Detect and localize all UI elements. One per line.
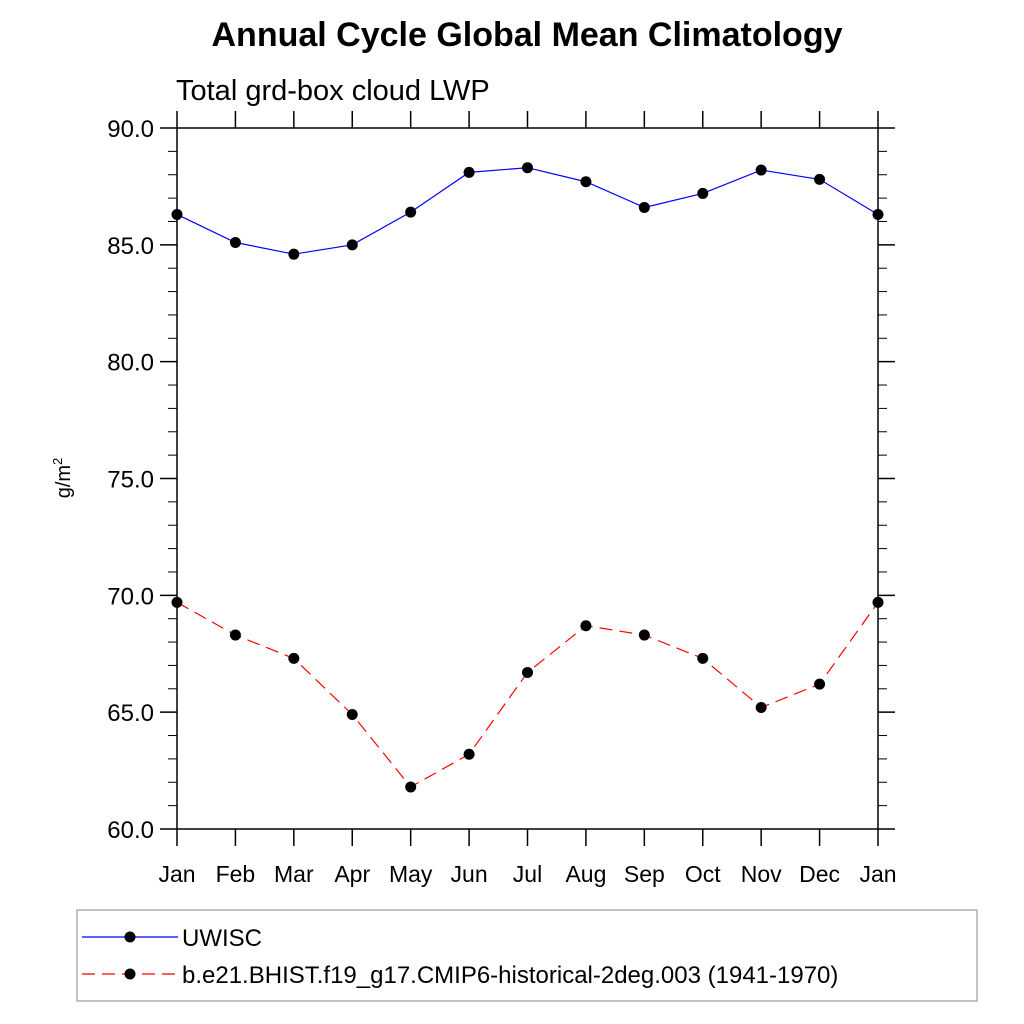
data-point [872,208,884,220]
x-tick-label: Oct [685,861,721,887]
data-point [288,248,300,260]
y-tick-label: 80.0 [107,350,154,377]
data-point [405,206,417,218]
y-tick-label: 90.0 [107,116,154,143]
y-axis-label-superscript: 2 [50,458,65,465]
x-tick-label: Jun [451,861,488,887]
axes: 60.0 65.0 70.0 75.0 80.0 85.0 90.0 Jan Feb Mar Apr… [107,111,897,887]
data-point [580,620,592,632]
series-layer [171,162,884,793]
data-point [405,781,417,793]
data-point [872,596,884,608]
data-point [522,162,533,174]
plot-frame [176,127,879,830]
x-tick-label: Jul [513,861,542,887]
x-tick-label: Mar [274,861,314,887]
series-2 [171,596,884,793]
data-point [814,678,826,690]
x-tick-label: Feb [216,861,256,887]
legend-marker [124,968,136,980]
x-tick-label: Nov [741,861,782,887]
chart-subtitle: Total grd-box cloud LWP [176,75,490,107]
data-point [814,173,826,185]
x-tick-label: Jan [859,861,896,887]
data-point [463,748,475,760]
y-tick-label: 65.0 [107,700,154,727]
data-point [755,701,767,713]
legend-label: b.e21.BHIST.f19_g17.CMIP6-historical-2de… [182,962,838,989]
x-tick-label: Dec [799,861,840,887]
y-axis-label-base: g/m [53,465,75,498]
series-line [176,167,879,255]
legend-label: UWISC [182,925,262,952]
data-point [580,176,592,188]
chart-title: Annual Cycle Global Mean Climatology [212,16,843,54]
x-tick-label: May [389,861,433,887]
x-tick-label: Aug [565,861,606,887]
series-line [176,601,879,788]
data-point [288,652,300,664]
data-point [697,652,709,664]
data-point [463,166,475,178]
data-point [697,187,709,199]
y-tick-label: 70.0 [107,583,154,610]
legend-marker [124,931,136,943]
y-axis-label: g/m2 [50,458,75,499]
series-1 [171,162,884,260]
y-tick-label: 60.0 [107,817,154,844]
legend: UWISC b.e21.BHIST.f19_g17.CMIP6-historica… [76,909,978,1002]
legend-box [76,909,978,1002]
x-tick-label: Sep [624,861,665,887]
data-point [755,164,767,176]
data-point [171,596,183,608]
x-tick-label: Jan [158,861,195,887]
svg-text:g/m2: g/m2 [50,458,75,499]
y-tick-label: 85.0 [107,233,154,260]
data-point [346,239,358,251]
data-point [229,629,241,641]
x-tick-label: Apr [334,861,370,887]
data-point [346,709,358,721]
data-point [522,666,533,678]
data-point [229,236,241,248]
y-tick-label: 75.0 [107,467,154,494]
data-point [171,208,183,220]
data-point [638,201,650,213]
data-point [638,629,650,641]
